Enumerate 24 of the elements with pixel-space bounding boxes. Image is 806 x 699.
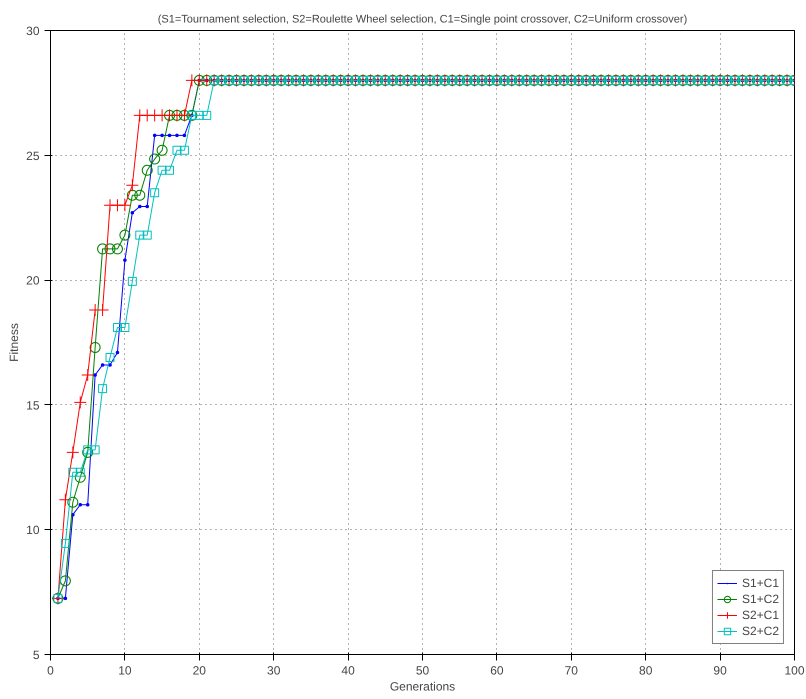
legend-label: S1+C1 [742,576,779,590]
x-tick-label: 20 [192,664,206,678]
y-tick-label: 30 [26,24,40,38]
x-tick-label: 40 [341,664,356,678]
x-tick-label: 10 [118,664,132,678]
chart-title: (S1=Tournament selection, S2=Roulette Wheel selection, C1=Single point crossover, C2=Uniform crossover) [158,14,688,26]
legend-label: S2+C2 [742,624,779,638]
legend-label: S2+C1 [742,608,779,622]
y-tick-label: 15 [26,398,40,412]
x-tick-label: 0 [47,664,54,678]
x-tick-label: 90 [713,664,728,678]
legend-label: S1+C2 [742,592,779,606]
y-tick-label: 10 [26,523,40,538]
x-axis-title: Generations [390,680,456,694]
x-tick-label: 60 [490,664,504,678]
y-tick-label: 25 [26,148,40,163]
x-tick-label: 100 [784,664,805,678]
y-axis-title: Fitness [7,323,22,362]
x-tick-label: 50 [416,664,430,678]
x-tick-label: 80 [639,664,653,678]
x-tick-label: 70 [564,664,578,678]
y-tick-label: 20 [26,274,40,288]
x-tick-label: 30 [267,664,281,678]
y-tick-label: 5 [32,648,40,662]
